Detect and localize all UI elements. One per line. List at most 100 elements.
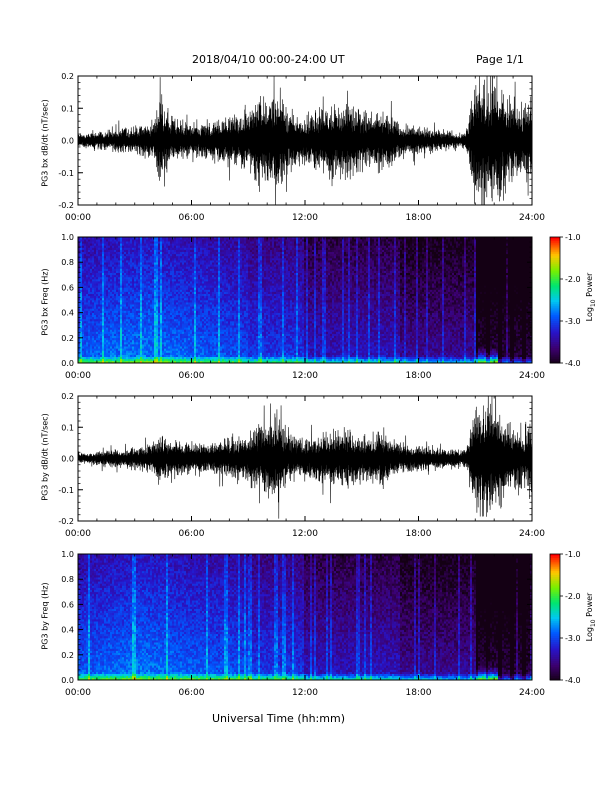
spectrogram-cell: [230, 300, 233, 303]
spectrogram-cell: [112, 312, 115, 315]
spectrogram-cell: [156, 249, 159, 252]
spectrogram-cell: [88, 293, 91, 297]
spectrogram-cell: [132, 354, 135, 357]
spectrogram-cell: [100, 314, 103, 318]
spectrogram-cell: [104, 318, 107, 322]
spectrogram-cell: [228, 287, 231, 290]
spectrogram-cell: [152, 266, 155, 269]
spectrogram-cell: [208, 293, 211, 297]
spectrogram-cell: [234, 251, 237, 255]
spectrogram-cell: [168, 241, 171, 244]
spectrogram-cell: [90, 264, 93, 267]
spectrogram-cell: [210, 287, 213, 290]
spectrogram-cell: [128, 293, 131, 297]
spectrogram-cell: [228, 268, 231, 271]
spectrogram-cell: [128, 258, 131, 261]
spectrogram-cell: [84, 289, 87, 292]
spectrogram-cell: [150, 356, 153, 360]
spectrogram-cell: [96, 255, 99, 259]
spectrogram-cell: [84, 329, 87, 332]
spectrogram-cell: [240, 346, 243, 349]
spectrogram-cell: [232, 306, 235, 309]
spectrogram-cell: [106, 237, 109, 240]
spectrogram-cell: [80, 264, 83, 267]
spectrogram-cell: [194, 339, 197, 343]
spectrogram-cell: [114, 287, 117, 290]
spectrogram-cell: [92, 342, 95, 345]
spectrogram-cell: [160, 243, 163, 246]
spectrogram-cell: [126, 274, 129, 278]
spectrogram-cell: [122, 318, 125, 322]
spectrogram-cell: [150, 342, 153, 345]
spectrogram-cell: [198, 297, 201, 301]
spectrogram-cell: [206, 302, 209, 305]
spectrogram-cell: [102, 268, 105, 271]
spectrogram-cell: [176, 342, 179, 345]
spectrogram-cell: [112, 346, 115, 349]
spectrogram-cell: [158, 308, 161, 311]
spectrogram-cell: [144, 318, 147, 322]
spectrogram-cell: [152, 323, 155, 326]
spectrogram-cell: [98, 329, 101, 332]
spectrogram-cell: [232, 270, 235, 273]
spectrogram-cell: [130, 266, 133, 269]
spectrogram-cell: [106, 302, 109, 305]
spectrogram-cell: [168, 253, 171, 257]
spectrogram-cell: [166, 291, 169, 294]
spectrogram-cell: [138, 255, 141, 259]
spectrogram-cell: [226, 354, 229, 357]
spectrogram-cell: [80, 266, 83, 269]
spectrogram-cell: [80, 308, 83, 311]
spectrogram-cell: [138, 312, 141, 315]
spectrogram-cell: [78, 239, 81, 242]
spectrogram-cell: [100, 308, 103, 311]
spectrogram-cell: [114, 318, 117, 322]
spectrogram-cell: [78, 316, 81, 320]
spectrogram-cell: [156, 342, 159, 345]
spectrogram-cell: [174, 266, 177, 269]
spectrogram-cell: [152, 304, 155, 307]
spectrogram-cell: [222, 342, 225, 345]
spectrogram-cell: [80, 283, 83, 286]
spectrogram-cell: [80, 323, 83, 326]
spectrogram-cell: [148, 258, 151, 261]
spectrogram-cell: [144, 325, 147, 328]
spectrogram-cell: [226, 287, 229, 290]
spectrogram-cell: [162, 281, 165, 284]
spectrogram-cell: [146, 348, 149, 351]
spectrogram-cell: [140, 255, 143, 259]
spectrogram-cell: [210, 337, 213, 341]
spectrogram-cell: [90, 285, 93, 288]
spectrogram-cell: [186, 331, 189, 334]
spectrogram-cell: [200, 360, 203, 364]
spectrogram-cell: [162, 356, 165, 360]
spectrogram-cell: [104, 312, 107, 315]
spectrogram-cell: [158, 360, 161, 364]
spectrogram-cell: [120, 247, 123, 250]
spectrogram-cell: [212, 264, 215, 267]
spectrogram-cell: [184, 247, 187, 250]
spectrogram-cell: [236, 249, 239, 252]
spectrogram-cell: [202, 358, 205, 362]
spectrogram-cell: [222, 316, 225, 320]
x-axis-label: Universal Time (hh:mm): [212, 712, 345, 725]
spectrogram-cell: [154, 270, 157, 273]
spectrogram-cell: [188, 300, 191, 303]
spectrogram-cell: [158, 237, 161, 240]
spectrogram-cell: [174, 352, 177, 355]
spectrogram-cell: [130, 279, 133, 282]
spectrogram-cell: [160, 360, 163, 364]
spectrogram-cell: [224, 297, 227, 301]
spectrogram-cell: [86, 295, 89, 299]
spectrogram-cell: [176, 335, 179, 339]
spectrogram-cell: [148, 358, 151, 362]
spectrogram-cell: [226, 300, 229, 303]
spectrogram-cell: [198, 251, 201, 255]
spectrogram-cell: [218, 300, 221, 303]
spectrogram-cell: [212, 346, 215, 349]
spectrogram-cell: [162, 344, 165, 347]
spectrogram-cell: [208, 304, 211, 307]
spectrogram-cell: [130, 310, 133, 313]
spectrogram-cell: [142, 249, 145, 252]
spectrogram-cell: [86, 237, 89, 240]
